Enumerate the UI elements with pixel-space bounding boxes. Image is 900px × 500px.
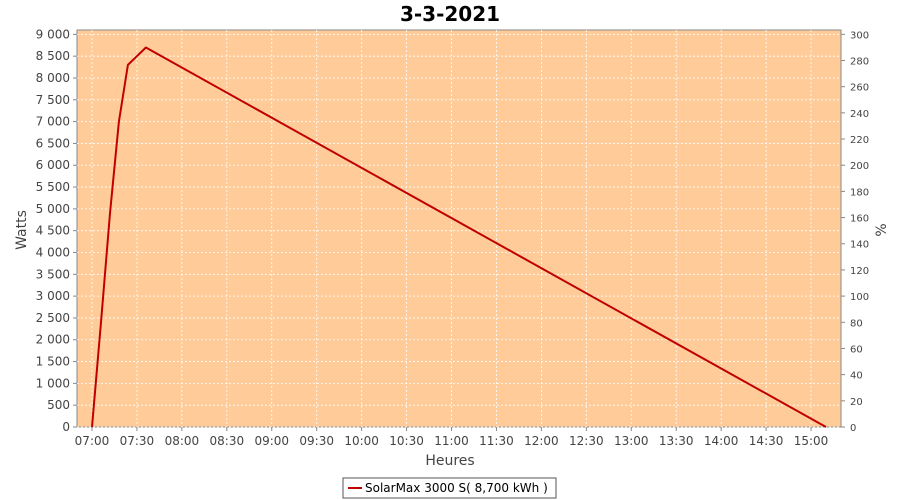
x-tick-label: 15:00 (794, 434, 829, 448)
y-tick-label: 8 000 (36, 71, 70, 85)
y-tick-label: 5 500 (36, 180, 70, 194)
grid (77, 30, 841, 428)
y2-axis: 0 20 40 60 80 100 120 140 160 180 200 220 240 260 280 3… (841, 30, 869, 434)
y-tick-label: 7 000 (36, 115, 70, 129)
y-tick-label: 1 000 (36, 376, 70, 390)
x-tick-label: 07:00 (75, 434, 110, 448)
y-axis-label: Watts (14, 210, 30, 250)
legend-box (342, 477, 557, 499)
x-tick-label: 08:30 (210, 434, 245, 448)
x-tick-label: 09:30 (299, 434, 334, 448)
y-tick-label: 3 000 (36, 289, 70, 303)
y2-tick-label: 200 (850, 161, 869, 172)
legend-label: SolarMax 3000 S( 8,700 kWh ) (365, 481, 548, 495)
x-tick-label: 11:30 (479, 434, 514, 448)
x-tick-label: 08:00 (165, 434, 200, 448)
y-tick-label: 4 500 (36, 224, 70, 238)
y2-tick-label: 260 (850, 83, 869, 94)
x-tick-label: 09:00 (254, 434, 289, 448)
x-tick-label: 14:30 (749, 434, 784, 448)
y-tick-label: 3 500 (36, 267, 70, 281)
y2-tick-label: 20 (850, 397, 863, 408)
y2-tick-label: 240 (850, 109, 869, 120)
y-tick-label: 6 500 (36, 136, 70, 150)
x-tick-label: 10:00 (344, 434, 379, 448)
x-tick-label: 13:30 (659, 434, 694, 448)
x-tick-label: 14:00 (704, 434, 739, 448)
y-tick-label: 1 500 (36, 355, 70, 369)
y2-tick-label: 280 (850, 56, 869, 67)
y-tick-label: 2 000 (36, 333, 70, 347)
y-tick-label: 5 000 (36, 202, 70, 216)
y2-tick-label: 60 (850, 344, 863, 355)
y-tick-label: 8 500 (36, 49, 70, 63)
y-tick-label: 4 000 (36, 245, 70, 259)
y2-tick-label: 220 (850, 135, 869, 146)
y2-tick-label: 180 (850, 187, 869, 198)
chart-title: 3-3-2021 (400, 2, 500, 26)
x-tick-label: 11:00 (434, 434, 469, 448)
x-tick-label: 12:00 (524, 434, 559, 448)
y2-tick-label: 80 (850, 318, 863, 329)
y-tick-label: 9 000 (36, 27, 70, 41)
y2-tick-label: 120 (850, 266, 869, 277)
y-axis: 0 500 1 000 1 500 2 000 2 500 3 000 3 500 4 000 4… (36, 27, 77, 434)
x-axis-label: Heures (425, 453, 474, 469)
y2-axis-label: % (874, 223, 890, 236)
x-tick-label: 13:00 (614, 434, 649, 448)
series (91, 46, 827, 428)
y2-tick-label: 40 (850, 371, 863, 382)
y-tick-label: 0 (62, 420, 70, 434)
plot-area (76, 29, 842, 428)
y-tick-label: 7 500 (36, 93, 70, 107)
y2-tick-label: 100 (850, 292, 869, 303)
x-tick-label: 07:30 (120, 434, 155, 448)
y2-tick-label: 0 (850, 423, 856, 434)
legend: SolarMax 3000 S( 8,700 kWh ) (342, 477, 557, 499)
y-tick-label: 500 (47, 398, 70, 412)
x-axis: 07:00 07:30 08:00 08:30 09:00 09:30 10:00 10:30… (75, 427, 829, 448)
y2-tick-label: 140 (850, 240, 869, 251)
y2-tick-label: 160 (850, 214, 869, 225)
y-tick-label: 2 500 (36, 311, 70, 325)
x-tick-label: 10:30 (389, 434, 424, 448)
y-tick-label: 6 000 (36, 158, 70, 172)
y2-tick-label: 300 (850, 30, 869, 41)
x-tick-label: 12:30 (569, 434, 604, 448)
series-line (91, 46, 827, 428)
